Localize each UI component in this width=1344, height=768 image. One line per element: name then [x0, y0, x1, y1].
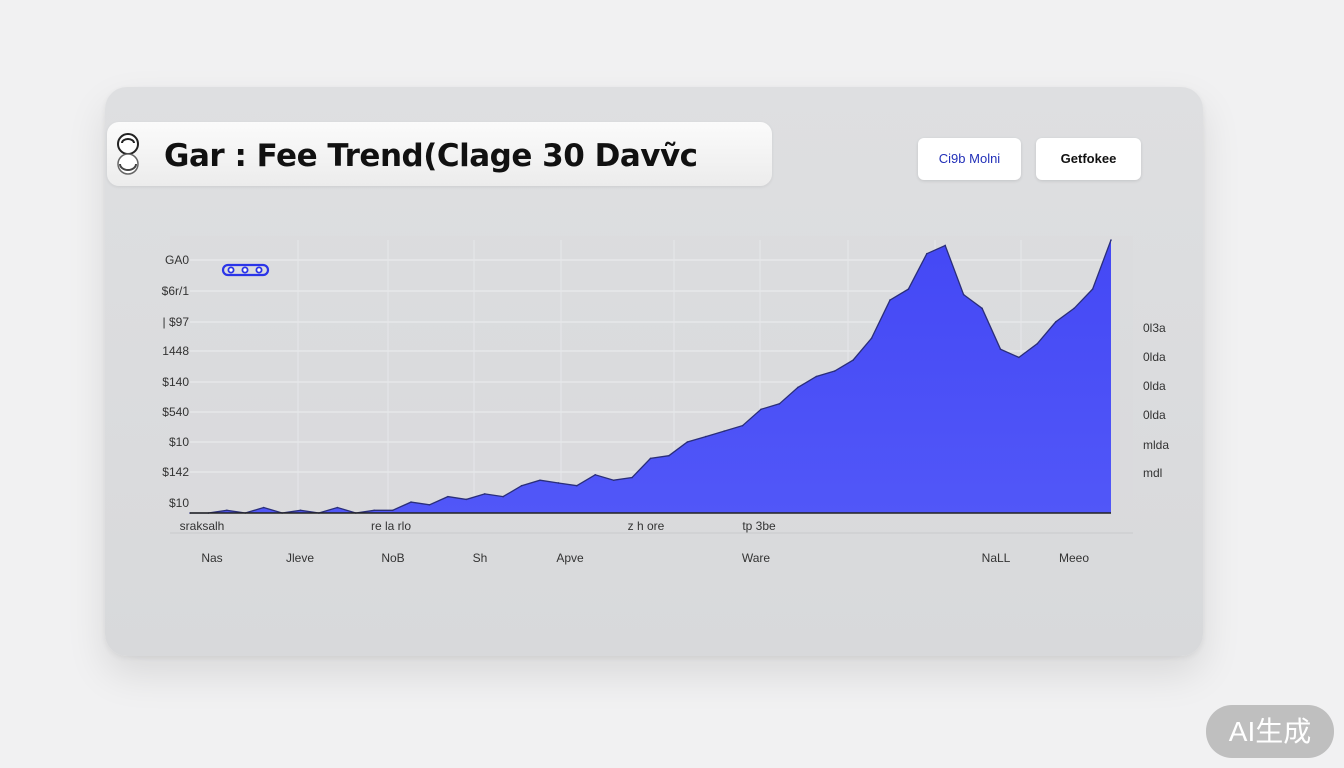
data-point — [428, 504, 431, 506]
data-point — [649, 457, 652, 460]
data-point — [594, 473, 597, 476]
y-tick-label-right: 0l3a — [1143, 321, 1166, 335]
data-point — [576, 484, 578, 487]
data-point — [557, 482, 560, 484]
data-point — [1036, 342, 1039, 345]
data-point — [981, 307, 983, 310]
data-point — [760, 408, 762, 411]
y-tick-label-left: | $97 — [163, 315, 190, 329]
x-tick-label-upper: sraksalh — [180, 519, 225, 533]
x-tick-label-lower: NaLL — [982, 551, 1011, 565]
data-point — [833, 370, 836, 372]
data-point — [815, 375, 818, 378]
legend-icon — [221, 263, 270, 277]
data-point — [907, 288, 910, 290]
data-point — [465, 498, 468, 501]
data-point — [373, 509, 376, 512]
data-point — [539, 479, 541, 482]
data-point — [999, 348, 1002, 351]
x-tick-label-lower: Sh — [473, 551, 488, 565]
y-tick-label-left: $10 — [169, 435, 189, 449]
y-axis-right-ticks: 0l3a 0lda 0lda 0lda mlda mdl — [1143, 321, 1169, 480]
data-point — [336, 506, 339, 509]
y-tick-label-left: $10 — [169, 496, 189, 510]
area-fill — [190, 240, 1111, 513]
data-point — [668, 454, 670, 457]
data-point — [852, 359, 854, 361]
y-tick-label-left: $142 — [162, 465, 189, 479]
data-point — [686, 441, 689, 443]
data-point — [704, 435, 707, 438]
title-bar — [107, 122, 772, 186]
page-title: Gar : Fee Trend(Clage 30 Davṽc — [164, 138, 698, 174]
get-token-button[interactable]: Getfokee — [1036, 138, 1141, 180]
data-point — [447, 495, 449, 498]
ai-generated-badge: AI生成 — [1206, 705, 1334, 758]
y-tick-label-left: 1448 — [162, 344, 189, 358]
y-axis-left-ticks: GA0 $6r/1 | $97 1448 $140 $540 $10 $142 $10 — [162, 253, 190, 510]
data-point — [1073, 307, 1075, 310]
x-axis-lower-ticks: Nas Jleve NoB Sh Apve Ware NaLL Meeo — [201, 551, 1089, 565]
y-tick-label-right: 0lda — [1143, 379, 1166, 393]
app-logo-icon — [114, 130, 144, 178]
data-point — [262, 506, 265, 509]
data-point — [1091, 288, 1094, 290]
x-tick-label-lower: Meeo — [1059, 551, 1089, 565]
data-point — [502, 495, 504, 498]
data-point — [410, 501, 412, 503]
data-point — [962, 293, 965, 296]
y-tick-label-right: mlda — [1143, 438, 1169, 452]
y-tick-label-left: $540 — [162, 405, 189, 419]
data-point — [889, 299, 891, 301]
y-tick-label-right: mdl — [1143, 466, 1162, 480]
x-tick-label-lower: Nas — [201, 551, 222, 565]
x-tick-label-upper: z h ore — [628, 519, 665, 533]
x-tick-label-upper: re la rlo — [371, 519, 411, 533]
y-tick-label-left: $140 — [162, 375, 189, 389]
x-tick-label-lower: Jleve — [286, 551, 314, 565]
y-tick-label-right: 0lda — [1143, 350, 1166, 364]
data-point — [226, 509, 228, 512]
x-tick-label-lower: Ware — [742, 551, 771, 565]
y-tick-label-left: $6r/1 — [162, 284, 190, 298]
data-point — [483, 493, 486, 495]
data-point — [1110, 239, 1112, 241]
data-point — [391, 509, 394, 512]
data-point — [778, 403, 781, 405]
data-point — [612, 479, 615, 482]
y-tick-label-left: GA0 — [165, 253, 189, 267]
area-series — [189, 239, 1112, 514]
data-point — [520, 484, 523, 487]
x-tick-label-upper: tp 3be — [742, 519, 776, 533]
data-point — [631, 476, 633, 479]
x-tick-label-lower: NoB — [381, 551, 404, 565]
data-point — [1054, 321, 1057, 323]
data-point — [926, 252, 928, 255]
data-point — [299, 509, 302, 512]
data-point — [944, 244, 947, 247]
view-mode-button[interactable]: Ci9b Molni — [918, 138, 1021, 180]
data-point — [723, 430, 725, 432]
data-point — [1018, 356, 1020, 359]
x-axis-upper-ticks: sraksalh re la rlo z h ore tp 3be — [180, 519, 776, 533]
data-point — [797, 386, 799, 389]
data-point — [741, 424, 744, 427]
y-tick-label-right: 0lda — [1143, 408, 1166, 422]
x-tick-label-lower: Apve — [556, 551, 584, 565]
data-point — [870, 337, 873, 340]
